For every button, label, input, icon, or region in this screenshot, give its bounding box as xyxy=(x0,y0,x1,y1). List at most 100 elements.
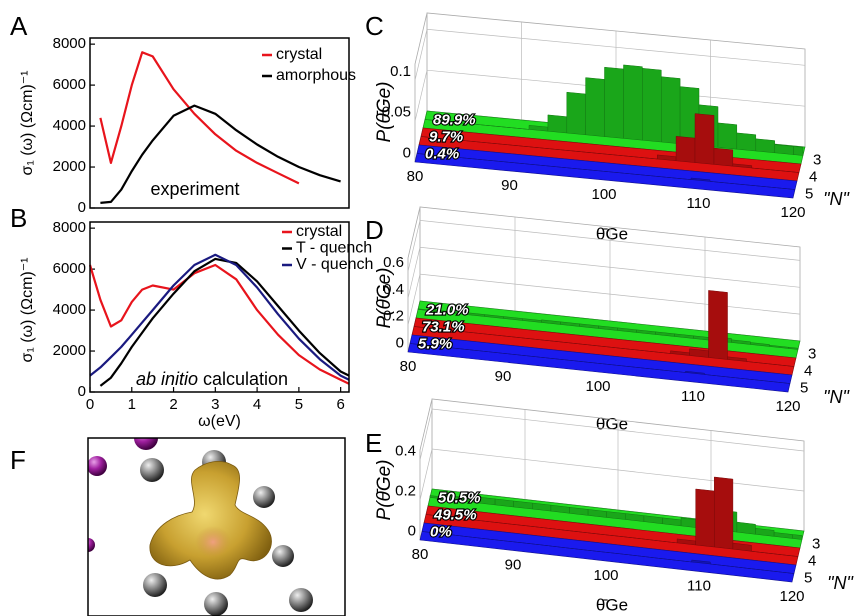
z-tick-label: 0.4 xyxy=(395,442,416,459)
n-tick-label: 5 xyxy=(805,185,813,202)
panel-letter: F xyxy=(10,445,26,475)
x-tick-label: 100 xyxy=(591,186,616,203)
x-tick-label: 6 xyxy=(336,396,344,413)
x-tick-label: 3 xyxy=(211,396,219,413)
profile-bar xyxy=(624,65,643,140)
n-tick-label: 4 xyxy=(804,362,812,379)
structure-image xyxy=(81,426,345,616)
profile-bar xyxy=(756,139,775,153)
n-tick-label: 4 xyxy=(808,552,816,569)
x-tick-label: 120 xyxy=(779,588,804,605)
n-tick-label: 3 xyxy=(813,151,821,168)
figure: F A02000400060008000σ₁ (ω) (Ωcm)⁻¹crysta… xyxy=(0,0,859,616)
profile-bar xyxy=(793,535,802,540)
n-tick-label: 5 xyxy=(800,379,808,396)
panel-letter: E xyxy=(365,428,382,458)
x-tick-label: 0 xyxy=(86,396,94,413)
z-axis-label: P(θ̄Ge) xyxy=(374,460,395,521)
x-tick-label: 80 xyxy=(407,168,424,185)
x-tick-label: 2 xyxy=(169,396,177,413)
profile-bar xyxy=(676,136,695,162)
profile-bar xyxy=(567,92,586,135)
profile-bar xyxy=(661,77,680,144)
row-percent: 21.0% xyxy=(425,301,469,318)
y-tick-label: 2000 xyxy=(53,158,86,175)
x-tick-label: 80 xyxy=(400,358,417,375)
annotation-part: ab initio xyxy=(136,369,198,389)
y-tick-label: 6000 xyxy=(53,260,86,277)
profile-bar xyxy=(714,477,733,549)
y-axis-label: σ₁ (ω) (Ωcm)⁻¹ xyxy=(19,257,36,362)
row-percent: 89.9% xyxy=(433,111,476,128)
profile-bar xyxy=(605,67,624,138)
data-line xyxy=(90,255,349,380)
profile-bar xyxy=(709,290,728,359)
x-tick-label: 1 xyxy=(128,396,136,413)
data-line xyxy=(90,265,349,384)
x-tick-label: 100 xyxy=(593,567,618,584)
row-percent: 73.1% xyxy=(422,318,465,335)
n-tick-label: 3 xyxy=(808,345,816,362)
z-tick-label: 0 xyxy=(408,522,416,539)
row-percent: 9.7% xyxy=(429,128,463,145)
n-axis-label: "N" xyxy=(823,387,850,407)
profile-bar xyxy=(794,146,804,155)
x-tick-label: 110 xyxy=(687,195,711,212)
y-tick-label: 4000 xyxy=(53,117,86,134)
panel-letter: D xyxy=(365,215,384,245)
y-tick-label: 6000 xyxy=(53,76,86,93)
z-tick-label: 0.1 xyxy=(390,63,411,80)
z-axis-label: P(θ̄Ge) xyxy=(374,82,395,143)
y-tick-label: 0 xyxy=(78,199,86,216)
x-tick-label: 110 xyxy=(687,577,711,594)
profile-bar xyxy=(696,489,715,547)
panel-letter: B xyxy=(10,203,27,233)
x-tick-label: 120 xyxy=(775,398,800,415)
z-tick-label: 0 xyxy=(396,334,404,351)
profile-bar xyxy=(586,78,605,137)
n-tick-label: 3 xyxy=(812,535,820,552)
y-tick-label: 4000 xyxy=(53,301,86,318)
annotation: experiment xyxy=(150,179,239,199)
data-line xyxy=(100,259,349,386)
z-tick-label: 0.2 xyxy=(395,482,416,499)
x-tick-label: 90 xyxy=(495,368,512,385)
y-tick-label: 2000 xyxy=(53,342,86,359)
legend-label: amorphous xyxy=(276,67,356,84)
profile-bar xyxy=(737,522,756,534)
x-axis-label: ω(eV) xyxy=(198,413,241,430)
profile-bar xyxy=(642,68,661,142)
legend-label: V - quench xyxy=(296,256,373,273)
n-tick-label: 4 xyxy=(809,168,817,185)
annotation: ab initio calculation xyxy=(136,369,288,389)
profile-bar xyxy=(775,145,794,155)
x-tick-label: 110 xyxy=(681,388,705,405)
legend-label: crystal xyxy=(296,223,342,240)
legend-label: crystal xyxy=(276,46,322,63)
y-tick-label: 8000 xyxy=(53,35,86,52)
data-line xyxy=(100,52,299,183)
n-tick-label: 5 xyxy=(804,569,812,586)
legend-label: T - quench xyxy=(296,240,372,257)
x-tick-label: 120 xyxy=(780,204,805,221)
x-tick-label: 5 xyxy=(295,396,303,413)
row-percent: 0.4% xyxy=(425,145,459,162)
y-tick-label: 0 xyxy=(78,383,86,400)
profile-bar xyxy=(737,133,756,151)
n-axis-label: "N" xyxy=(823,189,850,209)
x-tick-label: 80 xyxy=(412,546,429,563)
y-tick-label: 8000 xyxy=(53,219,86,236)
row-percent: 0% xyxy=(430,523,452,540)
row-percent: 5.9% xyxy=(418,335,452,352)
row-percent: 50.5% xyxy=(438,489,481,506)
profile-bar xyxy=(714,148,733,166)
panel-letter: A xyxy=(10,11,28,41)
panel-letter: C xyxy=(365,11,384,41)
z-tick-label: 0 xyxy=(403,144,411,161)
x-axis-label: θ̄Ge xyxy=(596,595,628,614)
n-axis-label: "N" xyxy=(827,573,854,593)
annotation-part: calculation xyxy=(203,369,288,389)
profile-bar xyxy=(718,123,737,149)
x-tick-label: 90 xyxy=(505,556,522,573)
grid-line xyxy=(408,247,800,298)
